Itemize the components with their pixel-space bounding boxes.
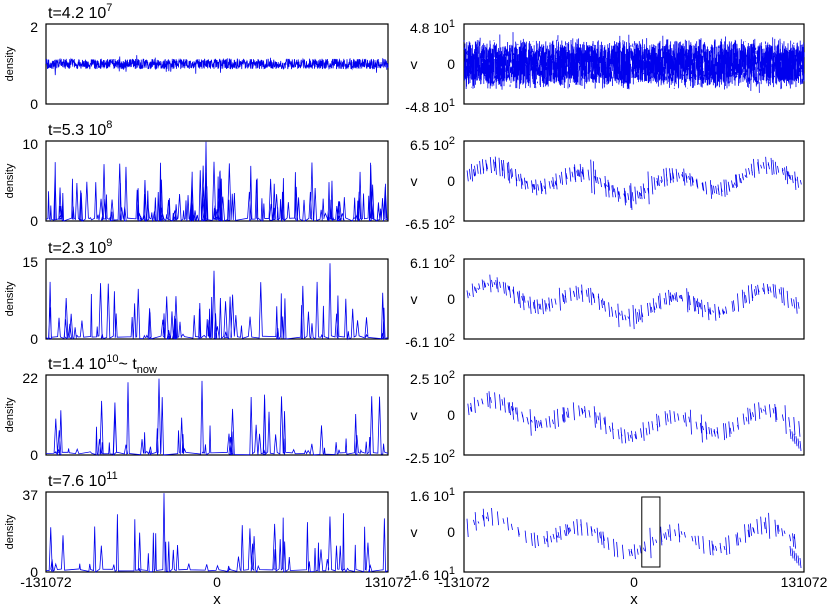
density-series-3 <box>45 263 389 341</box>
velocity-ylabel-4: v <box>411 407 418 423</box>
velocity-frame-5 <box>463 491 805 573</box>
density-ytick-top-3: 15 <box>22 254 38 270</box>
velocity-ytick-mid-1: 0 <box>447 56 455 72</box>
velocity-ytick-bottom-2: -6.5 102 <box>405 214 455 232</box>
density-ytick-bottom-2: 0 <box>30 213 38 229</box>
density-frame-5 <box>45 491 389 573</box>
time-label-5: t=7.6 1011 <box>48 470 118 490</box>
density-ytick-top-1: 2 <box>30 19 38 35</box>
velocity-ylabel-5: v <box>411 524 418 540</box>
velocity-ytick-mid-5: 0 <box>447 524 455 540</box>
density-ytick-top-4: 22 <box>22 370 38 386</box>
time-label-3: t=2.3 109 <box>48 237 112 257</box>
density-ylabel-5: density <box>4 514 16 549</box>
velocity-series-5 <box>466 507 802 569</box>
time-label-4: t=1.4 1010~ tnow <box>48 353 157 376</box>
velocity-frame-2 <box>463 140 805 222</box>
velocity-xlabel: x <box>630 591 638 608</box>
density-series-2 <box>45 141 389 223</box>
velocity-ytick-bottom-5: -1.6 101 <box>405 565 455 583</box>
velocity-ytick-top-3: 6.1 102 <box>410 253 455 271</box>
velocity-frame-4 <box>463 374 805 456</box>
density-frame-3 <box>45 258 389 340</box>
density-ylabel-3: density <box>4 281 16 316</box>
density-series-5 <box>45 493 389 574</box>
velocity-ylabel-2: v <box>411 173 418 189</box>
density-ytick-top-5: 37 <box>22 487 38 503</box>
velocity-ytick-mid-4: 0 <box>447 407 455 423</box>
velocity-series-4 <box>467 391 802 452</box>
highlight-box <box>641 496 661 568</box>
velocity-ytick-top-5: 1.6 101 <box>410 486 455 504</box>
velocity-ylabel-3: v <box>411 291 418 307</box>
density-series-4 <box>45 378 389 457</box>
velocity-ytick-bottom-4: -2.5 102 <box>405 448 455 466</box>
velocity-series-1 <box>463 32 805 93</box>
velocity-ytick-mid-3: 0 <box>447 291 455 307</box>
density-xtick-2: 0 <box>213 574 221 590</box>
density-xtick-3: 131072 <box>365 574 412 590</box>
velocity-xtick-1: -131072 <box>438 574 490 590</box>
density-frame-4 <box>45 374 389 456</box>
velocity-ytick-mid-2: 0 <box>447 173 455 189</box>
velocity-frame-1 <box>463 23 805 105</box>
time-label-1: t=4.2 107 <box>48 2 112 22</box>
velocity-xtick-3: 131072 <box>781 574 828 590</box>
velocity-series-3 <box>466 274 800 330</box>
velocity-ytick-top-1: 4.8 101 <box>410 18 455 36</box>
velocity-ytick-top-4: 2.5 102 <box>410 369 455 387</box>
velocity-ytick-bottom-1: -4.8 101 <box>405 97 455 115</box>
density-ytick-bottom-1: 0 <box>30 96 38 112</box>
velocity-ylabel-1: v <box>411 56 418 72</box>
density-ytick-bottom-4: 0 <box>30 447 38 463</box>
density-frame-2 <box>45 140 389 222</box>
density-ytick-top-2: 10 <box>22 136 38 152</box>
velocity-xtick-2: 0 <box>630 574 638 590</box>
velocity-ytick-bottom-3: -6.1 102 <box>405 332 455 350</box>
density-ylabel-1: density <box>4 46 16 81</box>
velocity-ytick-top-2: 6.5 102 <box>410 135 455 153</box>
density-series-1 <box>45 55 389 76</box>
density-ytick-bottom-3: 0 <box>30 331 38 347</box>
density-ylabel-2: density <box>4 163 16 198</box>
density-ylabel-4: density <box>4 397 16 432</box>
velocity-series-2 <box>466 156 802 210</box>
velocity-frame-3 <box>463 258 805 340</box>
density-xtick-1: -131072 <box>20 574 72 590</box>
density-xlabel: x <box>213 591 221 608</box>
density-ytick-bottom-5: 0 <box>30 564 38 580</box>
time-label-2: t=5.3 108 <box>48 119 112 139</box>
